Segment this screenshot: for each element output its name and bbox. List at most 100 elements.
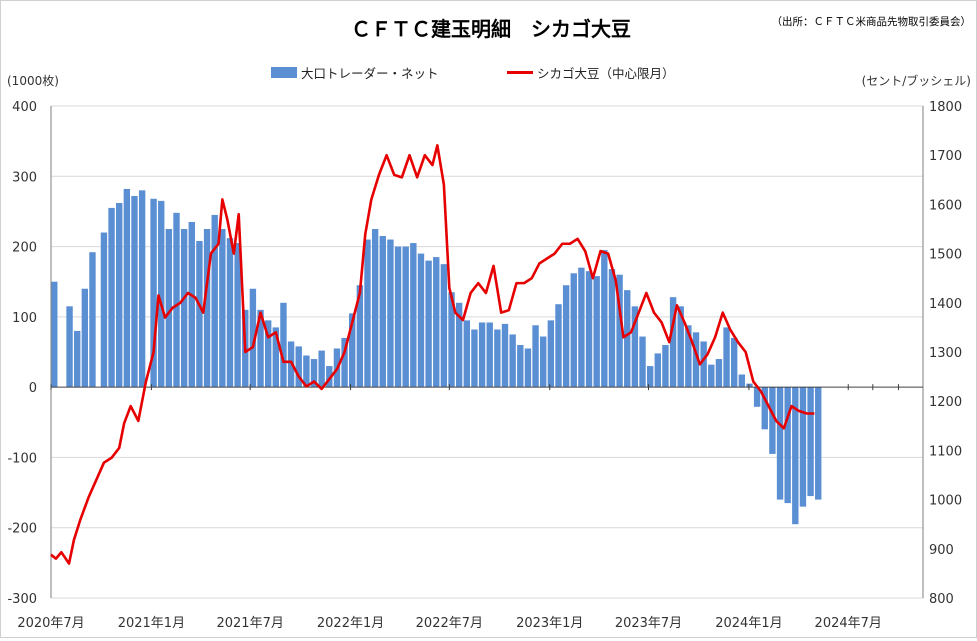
bar	[776, 387, 784, 500]
bar	[116, 202, 123, 388]
bar	[723, 327, 730, 388]
bar	[341, 337, 348, 388]
bar	[570, 273, 577, 388]
bar	[448, 292, 455, 388]
bar	[402, 246, 409, 388]
x-tick-label: 2022年7月	[416, 616, 483, 631]
bar	[371, 229, 379, 388]
bar	[326, 366, 333, 388]
bar-series	[51, 188, 822, 525]
bar	[310, 359, 318, 388]
bar	[517, 344, 524, 388]
bar	[677, 306, 684, 388]
bar	[761, 387, 768, 430]
bar	[51, 281, 58, 388]
bar	[654, 353, 661, 388]
bar	[394, 246, 402, 388]
bar	[188, 221, 195, 388]
bar	[379, 236, 386, 388]
right-axis-ticks: 1800 1700 1600 1500 1400 1300 1200 1100 1000 900 8…	[929, 100, 962, 607]
bar	[624, 290, 631, 388]
bar	[356, 285, 364, 388]
bar	[708, 364, 715, 388]
bar	[486, 322, 493, 388]
right-tick-label: 1800	[929, 100, 962, 115]
bar	[799, 387, 807, 507]
bar	[715, 359, 723, 388]
bar	[349, 313, 356, 388]
right-tick-label: 800	[929, 592, 954, 607]
bar	[272, 327, 280, 388]
bar	[509, 334, 516, 388]
left-tick-label: 200	[12, 241, 37, 256]
bar	[66, 306, 73, 388]
bar	[158, 200, 165, 388]
bar	[138, 190, 146, 388]
right-tick-label: 1400	[929, 297, 962, 312]
bar	[608, 269, 616, 388]
bar	[234, 243, 241, 388]
right-tick-label: 900	[929, 543, 954, 558]
left-tick-label: 0	[29, 381, 37, 396]
bar	[646, 366, 654, 388]
bar	[203, 229, 211, 388]
bar	[196, 240, 203, 388]
x-tick-label: 2024年7月	[815, 616, 882, 631]
bar	[547, 320, 555, 388]
right-tick-label: 1000	[929, 494, 962, 509]
bar	[417, 253, 425, 388]
x-tick-label: 2021年1月	[118, 616, 185, 631]
bar	[501, 323, 509, 388]
x-tick-label: 2020年7月	[17, 616, 84, 631]
bar	[792, 387, 799, 525]
bar	[89, 252, 96, 388]
right-tick-label: 1300	[929, 346, 962, 361]
bar	[731, 337, 738, 388]
left-axis-label: (1000枚)	[7, 73, 59, 88]
bar	[807, 387, 814, 497]
bar	[692, 332, 700, 388]
bar	[524, 348, 532, 388]
left-tick-label: 300	[12, 170, 37, 185]
bar	[685, 325, 692, 388]
bar	[150, 198, 157, 388]
bar	[532, 325, 539, 388]
right-axis-label: (セント/ブッシェル)	[862, 73, 971, 88]
bar	[585, 271, 593, 388]
bar	[601, 250, 608, 388]
bar	[769, 387, 776, 454]
left-axis-ticks: 400 300 200 100 0 -100 -200 -300	[7, 100, 37, 607]
bar	[249, 288, 257, 388]
legend: 大口トレーダー・ネット シカゴ大豆（中心限月）	[271, 66, 675, 81]
bar	[303, 355, 310, 388]
bar	[264, 320, 272, 388]
left-tick-label: -300	[7, 592, 37, 607]
bar	[165, 229, 173, 388]
bar	[219, 229, 226, 388]
x-tick-label: 2023年7月	[615, 616, 682, 631]
bar	[410, 243, 417, 388]
bar	[226, 238, 234, 388]
right-tick-label: 1700	[929, 149, 962, 164]
left-tick-label: 100	[12, 311, 37, 326]
left-tick-label: -200	[7, 522, 37, 537]
bar	[173, 212, 180, 388]
chart-title: ＣＦＴＣ建玉明細 シカゴ大豆	[351, 17, 631, 41]
left-tick-label: -100	[7, 451, 37, 466]
bar	[318, 350, 325, 388]
bar	[478, 322, 486, 388]
axes	[50, 106, 924, 598]
bar	[131, 195, 138, 388]
bar	[593, 276, 600, 388]
bar	[753, 387, 761, 407]
bar	[180, 229, 188, 388]
bar	[746, 383, 753, 388]
x-axis-ticks: 2020年7月 2021年1月 2021年7月 2022年1月 2022年7月 2023年…	[17, 384, 899, 631]
bar	[815, 387, 822, 500]
bar	[662, 344, 669, 388]
bar	[433, 257, 440, 388]
bar	[74, 330, 81, 388]
bar	[440, 264, 448, 388]
